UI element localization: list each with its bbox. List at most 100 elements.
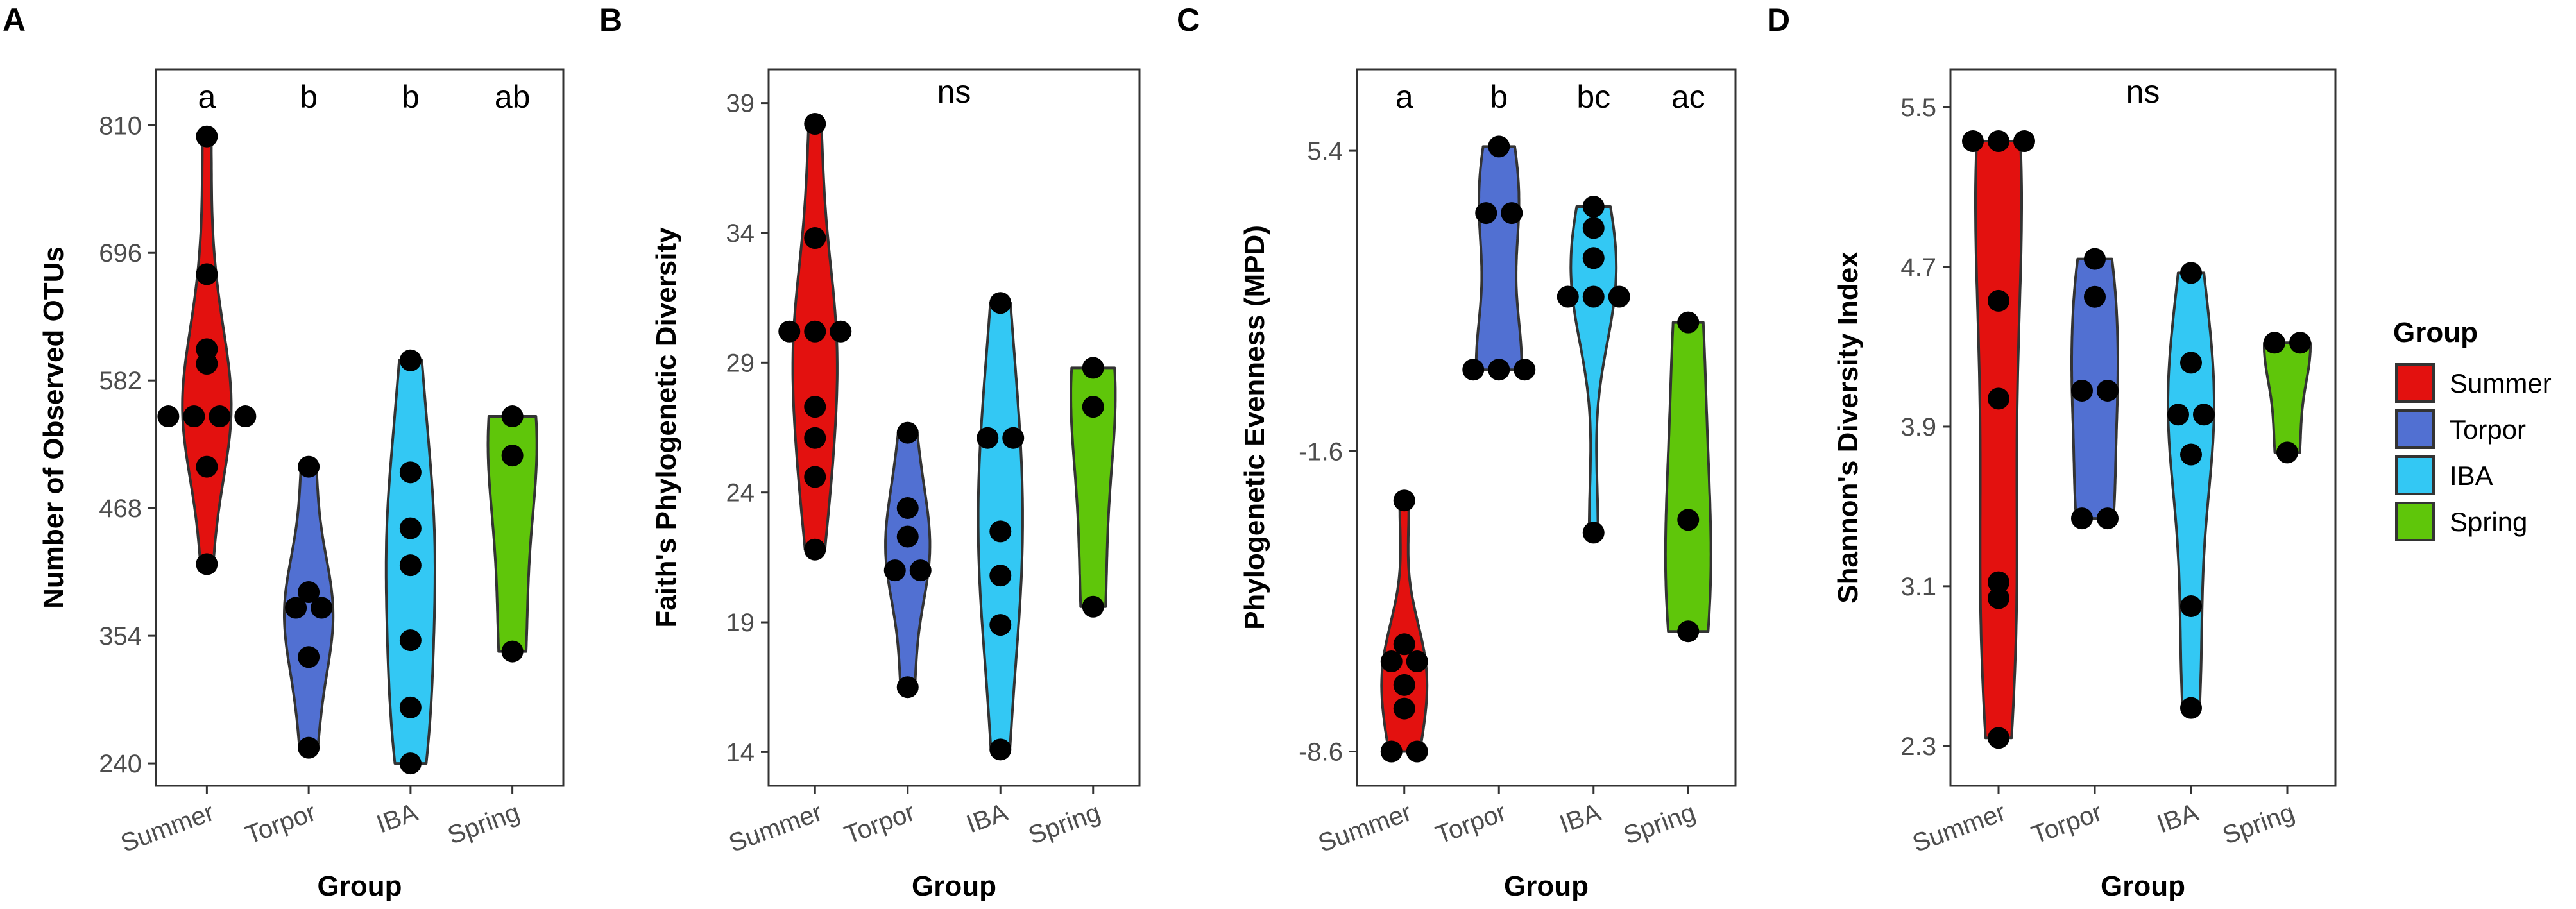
y-tick-label: 2.3 xyxy=(1900,733,1936,761)
data-point xyxy=(1677,509,1700,531)
violin-spring xyxy=(1070,366,1117,608)
data-point xyxy=(2071,507,2093,530)
x-tick-label: Torpor xyxy=(1432,798,1510,849)
x-tick-label: IBA xyxy=(2153,798,2202,839)
data-point xyxy=(896,497,919,519)
data-point xyxy=(1608,285,1630,308)
x-tick-label: Spring xyxy=(2219,798,2298,850)
data-point xyxy=(1677,311,1700,334)
data-point xyxy=(896,525,919,548)
data-point xyxy=(399,554,422,577)
data-point xyxy=(298,736,320,759)
data-point xyxy=(1406,740,1428,763)
data-point xyxy=(2097,379,2119,402)
data-point xyxy=(804,396,826,418)
data-point xyxy=(399,752,422,775)
legend-swatch xyxy=(2395,363,2435,403)
violin-iba xyxy=(2167,271,2215,709)
y-tick-label: 5.5 xyxy=(1900,94,1936,122)
legend-label: IBA xyxy=(2450,461,2493,491)
data-point xyxy=(883,559,906,582)
significance-label: ac xyxy=(1671,79,1705,115)
panel-B: B 14 19 24 29 34 39 Summer Torpor IBA Spring ns Grou… xyxy=(599,2,1141,902)
data-point xyxy=(830,320,852,343)
x-tick-label: Torpor xyxy=(840,798,919,849)
y-tick-label: 24 xyxy=(726,479,755,507)
data-point xyxy=(399,696,422,718)
y-tick-label: 810 xyxy=(99,112,142,140)
data-point xyxy=(234,405,257,428)
data-point xyxy=(1988,289,2009,312)
data-point xyxy=(1988,587,2009,609)
data-point xyxy=(804,320,826,343)
data-point xyxy=(196,263,218,285)
legend-items: Summer Torpor IBA Spring xyxy=(2395,363,2552,541)
y-axis-title: Faith's Phylogenetic Diversity xyxy=(651,227,682,628)
y-axis-title: Number of Observed OTUs xyxy=(38,246,69,609)
data-point xyxy=(298,581,320,604)
data-point xyxy=(2180,443,2202,466)
data-point xyxy=(501,445,524,467)
data-point xyxy=(2276,441,2298,464)
legend-label: Spring xyxy=(2450,507,2527,537)
y-tick-label: 468 xyxy=(99,495,142,523)
x-tick-label: Torpor xyxy=(242,798,320,849)
violin-torpor xyxy=(2070,257,2119,520)
significance-label: ns xyxy=(2126,74,2160,110)
x-axis-title: Group xyxy=(318,871,402,902)
data-point xyxy=(1393,674,1415,696)
data-point xyxy=(157,405,180,428)
y-axis-title: Phylogenetic Evenness (MPD) xyxy=(1239,225,1270,630)
data-point xyxy=(1380,650,1403,673)
data-point xyxy=(896,676,919,699)
data-point xyxy=(399,517,422,539)
data-point xyxy=(2180,595,2202,617)
y-tick-label: 354 xyxy=(99,622,142,650)
data-point xyxy=(1582,247,1605,269)
x-tick-label: IBA xyxy=(1556,798,1605,839)
x-tick-label: Spring xyxy=(1620,798,1700,850)
x-tick-label: Summer xyxy=(725,798,826,858)
panel-A: A 240 354 468 582 696 810 Summer Torpor IBA Spring… xyxy=(3,2,565,902)
significance-label: a xyxy=(198,79,216,115)
data-point xyxy=(1582,217,1605,239)
x-axis-title: Group xyxy=(2101,871,2185,902)
legend-title: Group xyxy=(2393,317,2478,348)
data-point xyxy=(2084,285,2106,308)
data-point xyxy=(804,227,826,250)
violin-spring xyxy=(486,415,538,653)
data-point xyxy=(989,565,1012,587)
x-tick-label: Torpor xyxy=(2027,798,2106,849)
significance-label: b xyxy=(300,79,318,115)
panel-D: D 2.3 3.1 3.9 4.7 5.5 Summer Torpor IBA Spring ns G… xyxy=(1767,2,2337,902)
data-point xyxy=(804,112,826,135)
legend-swatch xyxy=(2395,455,2435,495)
x-tick-label: Summer xyxy=(1909,798,2009,858)
data-point xyxy=(804,538,826,561)
panel-letter: B xyxy=(599,2,622,38)
y-axis-title: Shannon's Diversity Index xyxy=(1832,251,1864,604)
data-point xyxy=(1393,633,1415,656)
data-point xyxy=(1962,130,1984,153)
significance-label: a xyxy=(1395,79,1413,115)
y-tick-label: 582 xyxy=(99,367,142,395)
data-point xyxy=(399,461,422,484)
data-point xyxy=(1557,285,1579,308)
significance-label: ab xyxy=(495,79,531,115)
data-point xyxy=(1002,427,1025,449)
data-point xyxy=(1501,202,1523,225)
y-tick-label: 4.7 xyxy=(1900,253,1936,282)
legend-item-torpor: Torpor xyxy=(2395,409,2526,449)
y-tick-label: 39 xyxy=(726,90,755,118)
data-point xyxy=(1988,727,2009,749)
panels: A 240 354 468 582 696 810 Summer Torpor IBA Spring… xyxy=(3,2,2337,902)
data-point xyxy=(1393,697,1415,720)
data-point xyxy=(2180,697,2202,719)
data-point xyxy=(2180,262,2202,284)
legend-item-spring: Spring xyxy=(2395,502,2527,541)
data-point xyxy=(909,559,932,582)
x-axis-title: Group xyxy=(912,871,996,902)
data-point xyxy=(804,427,826,449)
data-point xyxy=(989,614,1012,636)
